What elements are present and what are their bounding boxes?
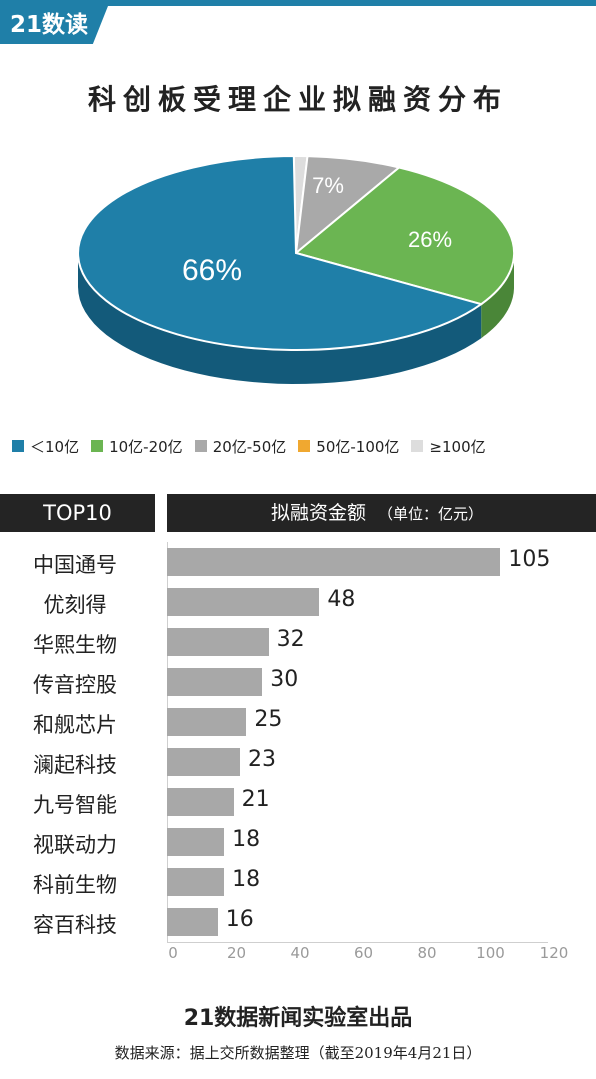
pie-chart-title: 科创板受理企业拟融资分布 xyxy=(87,83,508,116)
bar-value-label: 16 xyxy=(225,907,254,932)
bar-category-label: 优刻得 xyxy=(43,593,107,617)
bar xyxy=(167,708,247,736)
bar xyxy=(167,908,218,936)
bar xyxy=(167,788,234,816)
legend-label: 50亿-100亿 xyxy=(316,437,400,456)
amount-header: 拟融资金额 （单位：亿元） xyxy=(167,494,596,532)
footer-title: 21数据新闻实验室出品 xyxy=(183,1006,413,1031)
x-tick-label: 100 xyxy=(476,944,505,962)
legend-item: 20亿-50亿 xyxy=(194,436,287,457)
bar-chart-x-axis xyxy=(167,942,548,943)
legend-item: 50亿-100亿 xyxy=(298,436,399,457)
legend-swatch xyxy=(12,440,24,452)
bar-value-label: 48 xyxy=(327,587,356,612)
pie-chart: 7% 26% 66% xyxy=(77,154,516,384)
legend-label: ≥100亿 xyxy=(429,437,486,456)
bar-category-label: 视联动力 xyxy=(33,833,117,857)
bar-value-label: 32 xyxy=(276,627,305,652)
bar xyxy=(167,748,241,776)
x-tick-label: 40 xyxy=(290,944,310,962)
bar-value-label: 21 xyxy=(241,787,270,812)
legend-item: ＜10亿 xyxy=(12,436,79,457)
bar-category-label: 中国通号 xyxy=(33,553,117,577)
legend-item: 10亿-20亿 xyxy=(91,436,183,457)
x-tick-label: 0 xyxy=(168,944,178,962)
pie-value-label: 26% xyxy=(408,227,452,252)
bar-chart-y-axis xyxy=(167,542,168,942)
bar-value-label: 18 xyxy=(232,867,261,892)
amount-header-label: 拟融资金额 xyxy=(271,502,367,524)
legend-swatch xyxy=(91,440,104,452)
legend-swatch xyxy=(298,440,311,452)
bar xyxy=(167,828,225,856)
bar xyxy=(167,548,501,576)
top10-header: TOP10 xyxy=(0,494,155,532)
pie-slice xyxy=(293,166,516,306)
legend-label: ＜10亿 xyxy=(30,437,80,456)
top-rule xyxy=(0,0,596,6)
bar-value-label: 25 xyxy=(254,707,283,732)
pie-slice-side xyxy=(481,253,514,339)
bar-value-label: 30 xyxy=(270,667,299,692)
legend-swatch xyxy=(411,440,424,452)
bar xyxy=(167,668,263,696)
legend-swatch xyxy=(194,440,207,452)
brand-badge: 21数读 xyxy=(0,6,108,44)
data-source-note: 数据来源：据上交所数据整理（截至2019年4月21日） xyxy=(114,1044,482,1062)
legend-label: 20亿-50亿 xyxy=(212,437,287,456)
legend-label: 10亿-20亿 xyxy=(109,437,183,456)
unit-label: （单位：亿元） xyxy=(378,505,484,523)
bar-value-label: 18 xyxy=(232,827,261,852)
bar-value-label: 105 xyxy=(508,547,551,572)
pie-slice-side xyxy=(78,253,482,384)
bar-category-label: 和舰芯片 xyxy=(33,713,117,737)
bar-value-label: 23 xyxy=(248,747,277,772)
x-tick-label: 60 xyxy=(353,944,374,962)
bar-category-label: 容百科技 xyxy=(33,913,117,937)
bar-category-label: 澜起科技 xyxy=(33,753,117,777)
legend-item: ≥100亿 xyxy=(411,436,486,457)
bar-category-label: 科前生物 xyxy=(33,873,117,897)
pie-slice xyxy=(77,154,484,351)
bar-category-label: 传音控股 xyxy=(33,673,117,697)
pie-value-label: 7% xyxy=(312,173,344,198)
bar xyxy=(167,588,320,616)
bar-category-label: 九号智能 xyxy=(33,793,117,817)
x-tick-label: 120 xyxy=(539,944,569,962)
bar-category-label: 华熙生物 xyxy=(33,633,117,657)
bar xyxy=(167,868,225,896)
pie-legend: ＜10亿 10亿-20亿 20亿-50亿 50亿-100亿 ≥100亿 xyxy=(12,434,592,458)
x-tick-label: 20 xyxy=(226,944,247,962)
bar xyxy=(167,628,269,656)
x-tick-label: 80 xyxy=(417,944,437,962)
pie-value-label: 66% xyxy=(182,254,242,287)
